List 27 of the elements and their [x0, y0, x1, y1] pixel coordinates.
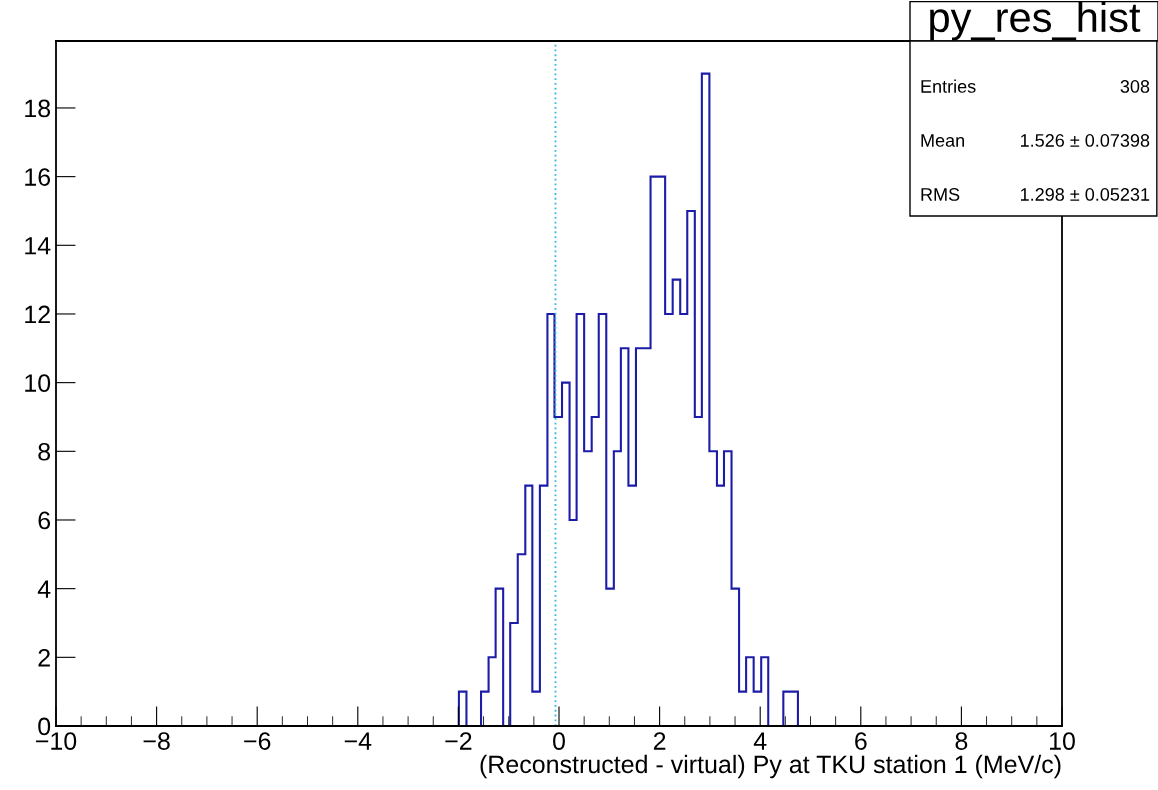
- y-tick-label: 4: [37, 580, 51, 598]
- x-tick-label: 4: [753, 732, 767, 750]
- y-tick-label: 6: [38, 511, 51, 530]
- x-tick-label: 2: [653, 732, 666, 750]
- chart-title: py_res_hist: [930, 1, 1141, 41]
- annotation: Mean: [921, 134, 964, 147]
- x-tick-label: 6: [855, 732, 867, 750]
- x-tick-label: 10: [1050, 732, 1075, 750]
- annotation: RMS: [921, 188, 960, 201]
- y-tick-label: 14: [25, 237, 51, 255]
- annotation: 1.526 ± 0.07398: [1021, 134, 1150, 147]
- y-tick-label: 10: [25, 374, 51, 392]
- x-tick-label: −4: [344, 732, 372, 750]
- annotation: Entries: [921, 79, 976, 93]
- x-axis-title: (Reconstructed - virtual) Py at TKU station 1 (MeV/c): [480, 754, 1061, 779]
- annotation: 1.298 ± 0.05231: [1021, 188, 1150, 201]
- y-tick-label: 8: [38, 442, 51, 461]
- x-tick-label: 0: [553, 732, 565, 750]
- y-tick-label: 2: [38, 648, 50, 667]
- y-tick-label: 12: [25, 305, 50, 324]
- x-tick-label: −8: [143, 732, 170, 750]
- x-tick-label: −6: [244, 732, 271, 750]
- text: 308: [1120, 80, 1150, 93]
- x-tick-label: −2: [445, 732, 472, 750]
- y-tick-label: 16: [25, 168, 51, 186]
- y-tick-label: 18: [25, 99, 51, 118]
- x-tick-label: 8: [955, 732, 968, 750]
